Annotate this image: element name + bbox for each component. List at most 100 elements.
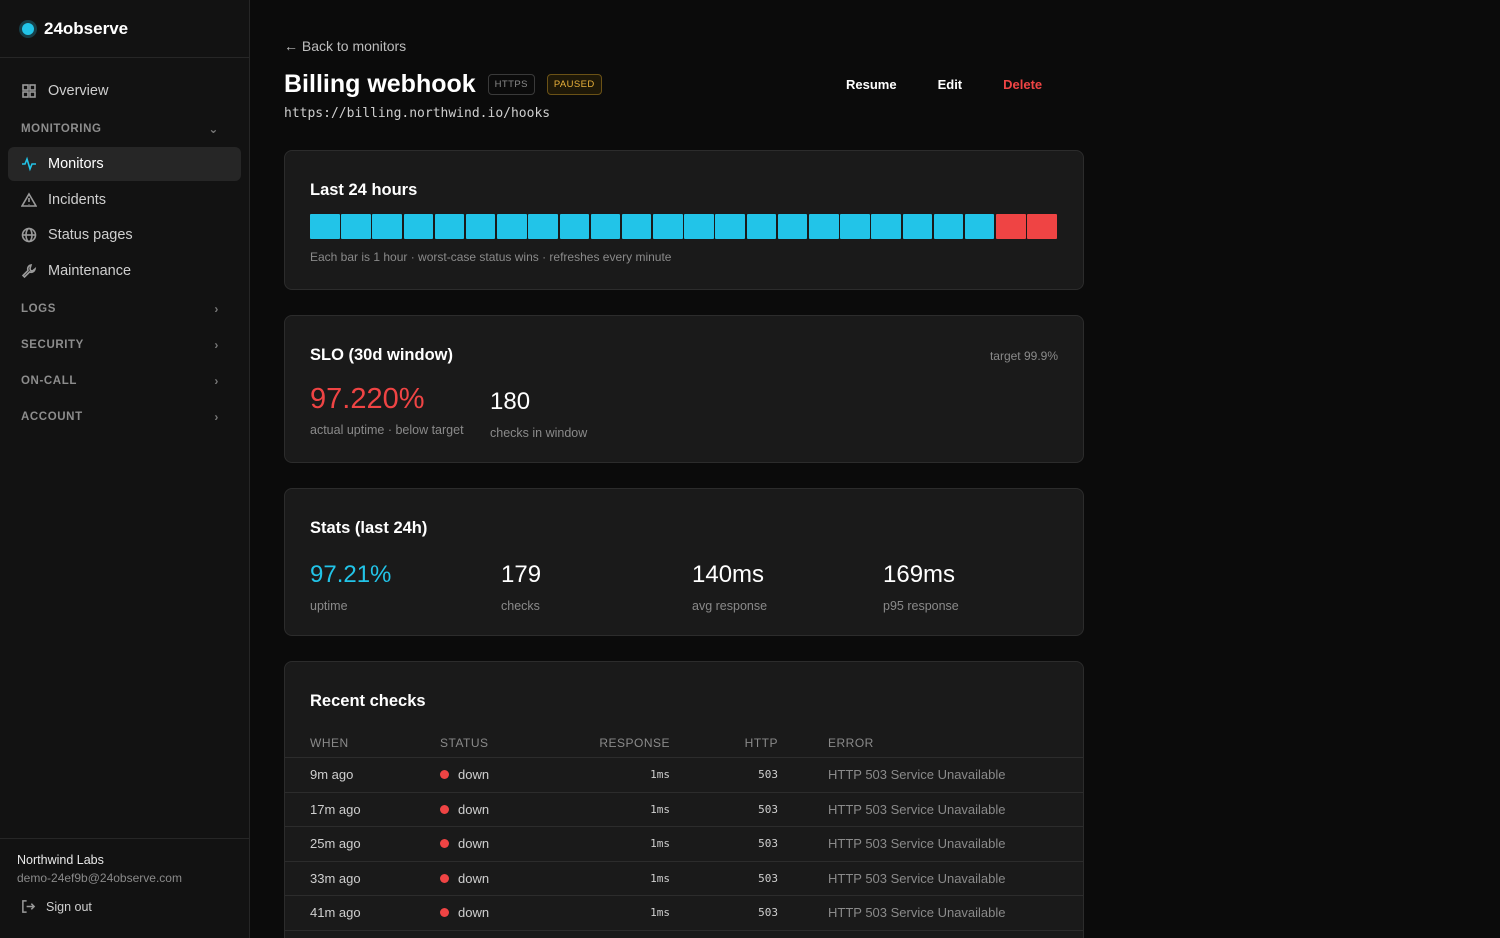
hour-bar-up[interactable] [871, 214, 901, 239]
stat-value: 179 [501, 561, 542, 588]
column-header-when[interactable]: WHEN [310, 736, 349, 750]
check-http-code: 503 [758, 837, 778, 851]
sidebar-item-overview[interactable]: Overview [8, 74, 241, 108]
stat-value: 140ms [692, 561, 765, 588]
check-when: 41m ago [310, 905, 361, 921]
hourly-status-bars [310, 214, 1059, 239]
chevron-right-icon: › [214, 409, 219, 424]
column-header-status[interactable]: STATUS [440, 736, 489, 750]
hour-bar-up[interactable] [840, 214, 870, 239]
section-logs[interactable]: LOGS › [8, 291, 241, 327]
warning-triangle-icon [21, 191, 37, 207]
hour-bar-up[interactable] [341, 214, 371, 239]
table-header: WHEN STATUS RESPONSE HTTP ERROR [285, 726, 1083, 758]
sidebar-item-maintenance[interactable]: Maintenance [8, 254, 241, 288]
column-header-response[interactable]: RESPONSE [599, 736, 670, 750]
globe-icon [21, 227, 37, 243]
sidebar-item-monitors[interactable]: Monitors [8, 147, 241, 181]
hour-bar-up[interactable] [621, 214, 652, 239]
back-to-monitors-link[interactable]: ← Back to monitors [284, 38, 407, 54]
section-label: SECURITY [21, 338, 84, 351]
slo-checks-value: 180 [490, 388, 531, 415]
hour-bar-down[interactable] [996, 214, 1026, 239]
check-status: down [415, 871, 545, 886]
hour-bar-up[interactable] [933, 214, 964, 239]
check-http-code: 503 [758, 906, 778, 920]
card-title: SLO (30d window) [310, 346, 453, 364]
card-title: Last 24 hours [310, 181, 418, 199]
hour-bar-up[interactable] [902, 214, 933, 239]
hour-bar-up[interactable] [372, 214, 402, 239]
title-row: Billing webhook HTTPS PAUSED [284, 70, 1084, 99]
sign-out-button[interactable]: Sign out [17, 899, 232, 914]
table-row[interactable]: 9m ago down 1ms 503 HTTP 503 Service Unavail… [285, 758, 1083, 793]
hour-bar-up[interactable] [590, 214, 621, 239]
recent-checks-card: Recent checks WHEN STATUS RESPONSE HTTP … [284, 661, 1084, 938]
column-header-error[interactable]: ERROR [828, 736, 874, 750]
check-error: HTTP 503 Service Unavailable [828, 801, 1006, 817]
protocol-badge: HTTPS [487, 74, 535, 95]
section-label: LOGS [21, 302, 56, 315]
hour-bar-down[interactable] [1027, 214, 1057, 239]
brand[interactable]: 24observe [0, 0, 249, 58]
sign-out-label: Sign out [46, 899, 92, 914]
slo-target: target 99.9% [989, 349, 1058, 363]
hour-bar-up[interactable] [964, 214, 995, 239]
sidebar-item-incidents[interactable]: Incidents [8, 183, 241, 217]
hour-bar-up[interactable] [746, 214, 777, 239]
table-row[interactable]: 41m ago down 1ms 503 HTTP 503 Service Unavai… [285, 896, 1083, 931]
chevron-right-icon: › [214, 337, 219, 352]
check-error: HTTP 503 Service Unavailable [828, 836, 1006, 852]
stat-uptime: 97.21% uptime [310, 561, 391, 613]
hour-bar-up[interactable] [465, 214, 496, 239]
hour-bar-up[interactable] [777, 214, 808, 239]
status-down-dot-icon [440, 873, 449, 883]
hour-bar-up[interactable] [809, 214, 839, 239]
activity-icon [22, 156, 36, 172]
hour-bar-up[interactable] [403, 214, 434, 239]
hour-bar-up[interactable] [528, 214, 558, 239]
table-row[interactable]: 17m ago down 1ms 503 HTTP 503 Service Unavai… [285, 793, 1083, 827]
section-account[interactable]: ACCOUNT › [8, 399, 241, 435]
status-down-dot-icon [440, 804, 449, 814]
check-status: down [415, 767, 545, 782]
stat-checks: 179 checks [501, 561, 541, 613]
hour-bar-up[interactable] [559, 214, 589, 239]
check-status-label: down [458, 905, 490, 921]
table-row[interactable]: 33m ago down 1ms 503 HTTP 503 Service Unavai… [285, 862, 1083, 896]
section-on-call[interactable]: ON-CALL › [8, 363, 241, 399]
resume-button[interactable]: Resume [846, 77, 897, 92]
check-when: 17m ago [310, 801, 361, 817]
delete-button[interactable]: Delete [1003, 77, 1043, 92]
section-label: MONITORING [21, 123, 102, 135]
card-title: Stats (last 24h) [310, 519, 428, 537]
hour-bar-up[interactable] [310, 214, 340, 239]
slo-uptime-value: 97.220% [310, 383, 425, 415]
stats-card: Stats (last 24h) 97.21% uptime 179 check… [284, 488, 1084, 636]
monitor-url: https://billing.northwind.io/hooks [284, 106, 551, 121]
user-email: demo-24ef9b@24observe.com [17, 871, 182, 885]
table-body: 9m ago down 1ms 503 HTTP 503 Service Unavail… [285, 758, 1083, 931]
check-status: down [415, 905, 545, 920]
section-security[interactable]: SECURITY › [8, 327, 241, 363]
hour-bar-up[interactable] [653, 214, 683, 239]
grid-icon [22, 84, 36, 98]
stat-label: checks [501, 599, 540, 613]
hour-bar-up[interactable] [434, 214, 465, 239]
hour-bar-up[interactable] [715, 214, 745, 239]
column-header-http[interactable]: HTTP [744, 736, 778, 750]
status-down-dot-icon [440, 839, 449, 849]
hour-bar-up[interactable] [684, 214, 714, 239]
slo-card: SLO (30d window) target 99.9% 97.220% ac… [284, 315, 1084, 463]
hour-bar-up[interactable] [497, 214, 527, 239]
chevron-right-icon: › [214, 301, 219, 316]
check-status-label: down [458, 870, 490, 886]
org-name: Northwind Labs [17, 853, 104, 867]
main-content: ← Back to monitors Billing webhook HTTPS… [250, 0, 1500, 938]
section-monitoring[interactable]: MONITORING ⌄ [8, 111, 241, 147]
sidebar-item-status-pages[interactable]: Status pages [8, 218, 241, 252]
stat-avg-response: 140ms avg response [692, 561, 767, 613]
check-when: 33m ago [310, 870, 361, 886]
table-row[interactable]: 25m ago down 1ms 503 HTTP 503 Service Unavai… [285, 827, 1083, 862]
edit-button[interactable]: Edit [937, 77, 963, 92]
